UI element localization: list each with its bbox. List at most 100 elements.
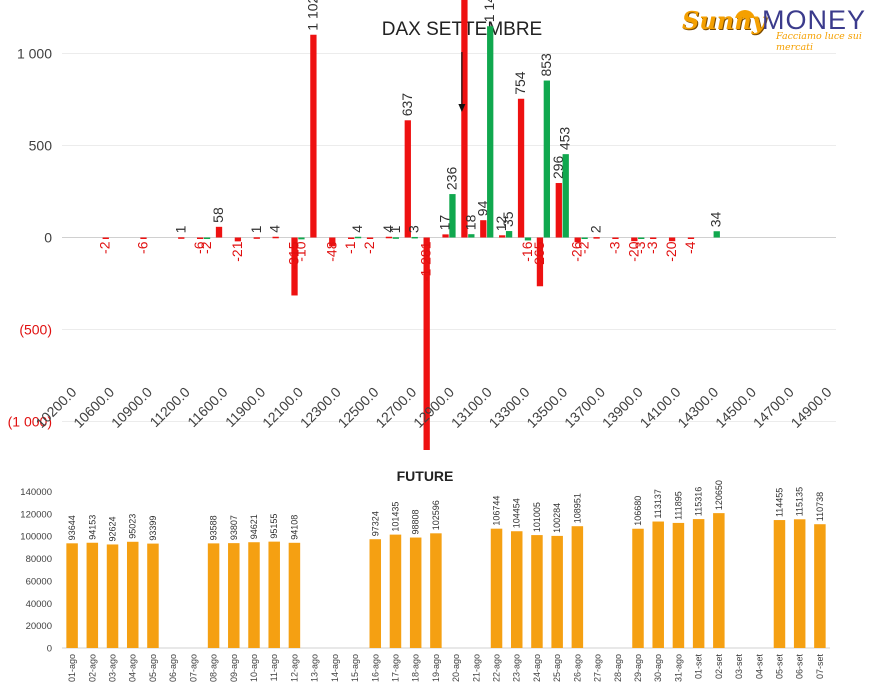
data-label: -20 — [625, 241, 641, 261]
put-bar — [196, 237, 204, 239]
put-bar — [650, 237, 657, 239]
y-tick-label: (500) — [19, 322, 52, 338]
put-bar — [593, 237, 600, 239]
x-tick-label: 10900.0 — [108, 384, 155, 431]
x-tick-label: 11600.0 — [184, 384, 231, 431]
data-label: -1 — [342, 241, 358, 254]
put-bar — [310, 34, 317, 238]
data-label: 114455 — [774, 488, 784, 517]
data-label: 236 — [443, 167, 459, 191]
data-label: 120650 — [714, 480, 724, 510]
data-label: 113137 — [653, 489, 663, 518]
data-label: 104454 — [512, 498, 522, 528]
x-tick-label: 04-set — [754, 654, 764, 680]
data-label: -1 281 — [418, 241, 434, 281]
data-label: -2 — [97, 241, 113, 254]
put-bar — [536, 237, 544, 287]
call-bar — [524, 237, 532, 241]
future-bar — [86, 542, 99, 648]
data-label: 754 — [512, 71, 528, 95]
data-label: 94153 — [87, 515, 97, 540]
put-bar — [442, 234, 449, 238]
x-tick-label: 12300.0 — [297, 384, 344, 431]
data-label: -21 — [229, 241, 245, 261]
put-bar — [253, 237, 260, 239]
call-bar — [392, 237, 399, 239]
data-label: 4 — [349, 225, 365, 233]
put-bar — [631, 237, 638, 242]
y-tick-label: 0 — [44, 230, 52, 246]
call-bar — [354, 236, 362, 239]
data-label: 108951 — [572, 493, 582, 523]
data-label: -3 — [632, 241, 648, 254]
future-bar — [389, 534, 402, 648]
x-tick-label: 22-ago — [492, 654, 502, 682]
put-bar — [404, 120, 411, 238]
call-bar — [468, 234, 475, 238]
data-label: -6 — [191, 241, 207, 254]
call-bar — [562, 154, 569, 238]
data-label: 34 — [708, 211, 724, 227]
data-label: 106680 — [633, 496, 643, 526]
call-bar — [487, 26, 494, 238]
call-bar — [638, 237, 645, 239]
data-label: -2 — [576, 241, 592, 254]
data-label: -10 — [292, 241, 308, 261]
data-label: 115316 — [694, 487, 704, 516]
data-label: 98808 — [411, 510, 421, 535]
put-bar — [234, 237, 242, 242]
data-label: -48 — [323, 241, 339, 261]
data-label: 58 — [210, 207, 226, 223]
y-tick-label: 120000 — [20, 509, 52, 520]
x-tick-label: 12100.0 — [259, 384, 306, 431]
put-bar — [499, 235, 506, 238]
put-bar — [140, 237, 147, 239]
y-tick-label: (1 000) — [8, 414, 52, 430]
x-tick-label: 10-ago — [249, 654, 259, 682]
x-tick-label: 21-ago — [471, 654, 481, 682]
future-bar — [207, 543, 220, 648]
x-tick-label: 13-ago — [310, 654, 320, 682]
data-label: -2 — [198, 241, 214, 254]
data-label: 4 — [267, 225, 283, 233]
future-bar — [510, 531, 523, 648]
x-tick-label: 03-set — [734, 654, 744, 680]
x-tick-label: 01-set — [694, 654, 704, 680]
data-label: 93399 — [148, 516, 158, 541]
put-bar — [517, 98, 525, 238]
x-tick-label: 27-ago — [593, 654, 603, 682]
data-label: -3 — [606, 241, 622, 254]
data-label: 637 — [399, 93, 415, 117]
x-tick-label: 10200.0 — [32, 384, 79, 431]
put-bar — [385, 236, 393, 239]
future-bar — [409, 537, 422, 648]
put-bar — [574, 237, 581, 243]
x-tick-label: 09-ago — [229, 654, 239, 682]
data-label: 97324 — [370, 511, 380, 536]
x-tick-label: 12900.0 — [410, 384, 457, 431]
x-tick-label: 13300.0 — [486, 384, 533, 431]
data-label: -16 — [519, 241, 535, 261]
future-bar — [814, 524, 826, 648]
put-bar — [178, 237, 185, 239]
sun-icon — [730, 4, 760, 18]
data-label: 101005 — [532, 502, 542, 532]
y-tick-label: 80000 — [26, 554, 52, 565]
put-bar — [272, 236, 279, 239]
x-tick-label: 13900.0 — [599, 384, 646, 431]
put-bar — [348, 237, 355, 239]
future-bar — [248, 542, 260, 648]
future-bar — [430, 533, 442, 648]
data-label: -3 — [644, 241, 660, 254]
put-bar — [480, 220, 487, 238]
x-tick-label: 14300.0 — [674, 384, 721, 431]
call-bar — [713, 231, 720, 238]
future-bar — [66, 543, 78, 648]
y-tick-label: 40000 — [26, 599, 52, 610]
x-tick-label: 15-ago — [350, 654, 360, 682]
put-bar — [215, 226, 223, 238]
x-tick-label: 08-ago — [209, 654, 219, 682]
sunny-money-logo: Sunny MONEY Facciamo luce sui mercati — [676, 4, 886, 53]
logo-sunny-text: Sunny — [682, 6, 766, 35]
